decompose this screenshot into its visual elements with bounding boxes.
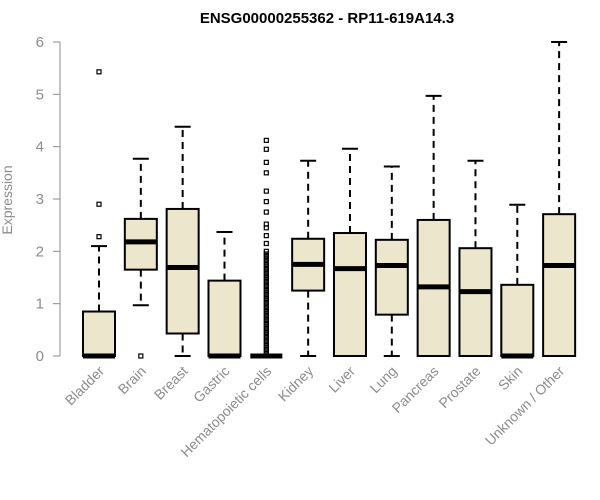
x-tick-label: Liver — [325, 363, 358, 396]
outlier-point — [263, 327, 269, 333]
outlier-point — [263, 332, 269, 338]
outlier-point — [263, 170, 269, 176]
outlier-point — [263, 340, 269, 346]
outlier-point — [263, 301, 269, 307]
outlier-point — [263, 221, 269, 227]
outlier-point — [263, 311, 269, 317]
box-7 — [374, 165, 409, 357]
y-axis-label: Expression — [0, 165, 15, 234]
iqr-box — [542, 213, 577, 357]
outlier-point — [263, 303, 269, 309]
outlier-point — [263, 319, 269, 325]
iqr-box — [374, 238, 409, 316]
box-2 — [165, 125, 200, 357]
outlier-point — [263, 274, 269, 281]
y-tick-label: 3 — [36, 191, 44, 208]
outlier-point — [263, 272, 269, 278]
y-tick-label: 1 — [36, 296, 44, 313]
outlier-point — [263, 256, 269, 262]
outlier-point — [263, 251, 269, 257]
outlier-point — [263, 350, 269, 356]
box-5 — [291, 159, 326, 357]
outlier-point — [263, 282, 269, 288]
outlier-point — [263, 348, 269, 354]
y-tick-label: 2 — [36, 243, 44, 260]
iqr-box — [332, 232, 367, 357]
outlier-point — [263, 188, 269, 194]
outlier-point — [263, 324, 269, 330]
box-4 — [250, 137, 283, 359]
outlier-point — [263, 287, 269, 294]
outlier-point — [263, 337, 269, 343]
outlier-point — [263, 209, 269, 215]
outlier-point — [263, 290, 269, 296]
outlier-point — [263, 137, 269, 143]
iqr-box — [207, 279, 242, 358]
box-10 — [500, 203, 535, 359]
outlier-point — [263, 345, 269, 351]
outlier-point — [263, 248, 269, 254]
iqr-box — [458, 247, 493, 357]
x-tick-label: Unknown / Other — [482, 363, 568, 449]
box-0 — [82, 69, 116, 359]
box-9 — [458, 159, 493, 357]
x-tick-label: Brain — [115, 363, 149, 397]
box-11 — [542, 41, 577, 357]
y-tick-label: 6 — [36, 34, 44, 51]
iqr-box — [165, 207, 200, 335]
iqr-box — [500, 283, 535, 357]
outlier-point — [138, 353, 144, 359]
x-tick-label: Breast — [151, 363, 191, 403]
outlier-point — [263, 233, 269, 239]
outlier-point — [263, 293, 269, 299]
outlier-point — [263, 277, 269, 283]
outlier-point — [263, 285, 269, 291]
outlier-point — [263, 199, 269, 205]
y-tick-label: 4 — [36, 139, 44, 156]
x-tick-label: Prostate — [435, 363, 483, 411]
box-1 — [123, 157, 158, 359]
outlier-point — [96, 234, 102, 240]
y-tick-label: 5 — [36, 86, 44, 103]
outlier-point — [263, 308, 269, 315]
y-tick-label: 0 — [36, 348, 44, 365]
outlier-point — [263, 259, 269, 265]
outlier-point — [263, 342, 269, 349]
x-tick-label: Lung — [367, 363, 400, 396]
outlier-point — [263, 335, 269, 341]
outlier-point — [263, 314, 269, 320]
outlier-point — [263, 269, 269, 275]
outlier-point — [263, 261, 269, 268]
y-axis: 0 1 2 3 4 5 6 — [36, 34, 61, 365]
boxes-group — [82, 41, 577, 359]
outlier-point — [263, 159, 269, 165]
outlier-point — [263, 264, 269, 270]
outlier-point — [96, 201, 102, 207]
box-8 — [416, 94, 451, 357]
outlier-point — [263, 240, 269, 247]
x-tick-label: Kidney — [275, 363, 317, 405]
outlier-point — [263, 322, 269, 328]
box-3 — [207, 230, 242, 359]
outlier-point — [263, 306, 269, 312]
outlier-point — [96, 69, 102, 75]
outlier-point — [263, 267, 269, 273]
box-6 — [332, 147, 367, 357]
x-tick-label: Bladder — [62, 363, 108, 409]
chart-title: ENSG00000255362 - RP11-619A14.3 — [200, 10, 454, 27]
outlier-point — [263, 329, 269, 336]
outlier-point — [263, 295, 269, 302]
outlier-point — [263, 253, 269, 260]
outlier-point — [263, 146, 269, 152]
x-tick-label: Skin — [495, 363, 526, 394]
outlier-point — [263, 316, 269, 322]
iqr-box — [82, 310, 116, 357]
outlier-point — [263, 298, 269, 304]
outlier-point — [263, 280, 269, 286]
